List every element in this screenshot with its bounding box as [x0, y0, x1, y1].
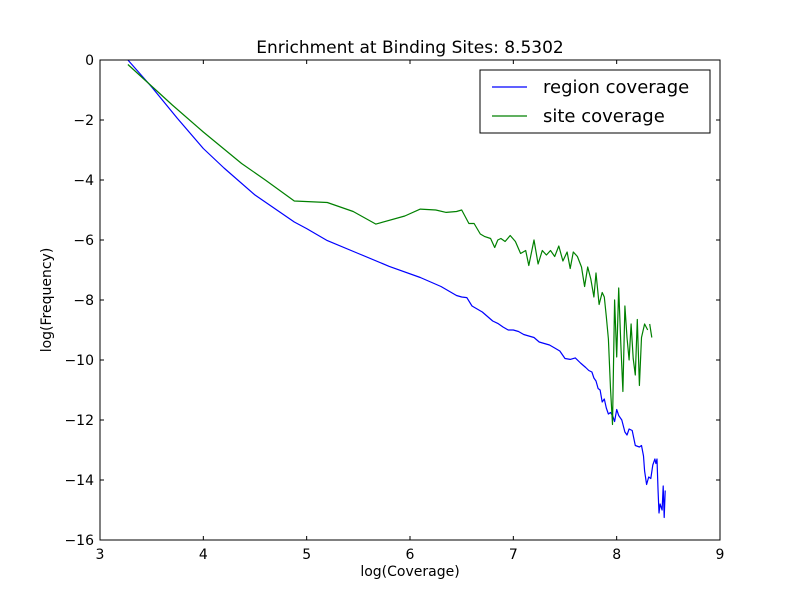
y-tick-label: −4: [73, 173, 94, 189]
series-line-2: [649, 323, 653, 338]
y-tick-label: −14: [64, 473, 94, 489]
x-tick-label: 7: [509, 547, 518, 563]
y-tick-label: −10: [64, 353, 94, 369]
chart-title: Enrichment at Binding Sites: 8.5302: [256, 38, 563, 58]
x-tick-label: 9: [716, 547, 725, 563]
y-axis-label: log(Frequency): [39, 248, 55, 353]
x-tick-label: 4: [199, 547, 208, 563]
x-tick-label: 8: [612, 547, 621, 563]
ticks-layer: 3 4 5 6 7 8 9 0 −2 −4 −6 −8 −10 −12 −14 −16: [64, 53, 724, 563]
y-tick-label: −6: [73, 233, 94, 249]
x-tick-label: 5: [302, 547, 311, 563]
legend: region coverage site coverage: [479, 69, 711, 134]
y-tick-label: −8: [73, 293, 94, 309]
x-axis-label: log(Coverage): [360, 564, 459, 580]
series-line-0: [127, 59, 666, 519]
x-tick-label: 3: [96, 547, 105, 563]
y-tick-label: −16: [64, 533, 94, 549]
legend-box: [479, 69, 711, 134]
legend-label-site-coverage: site coverage: [543, 106, 665, 127]
x-tick-label: 6: [406, 547, 415, 563]
y-tick-label: −2: [73, 113, 94, 129]
series-layer: [127, 59, 666, 519]
y-tick-label: −12: [64, 413, 94, 429]
series-line-1: [127, 64, 649, 426]
legend-label-region-coverage: region coverage: [543, 77, 689, 98]
y-tick-label: 0: [85, 53, 94, 69]
